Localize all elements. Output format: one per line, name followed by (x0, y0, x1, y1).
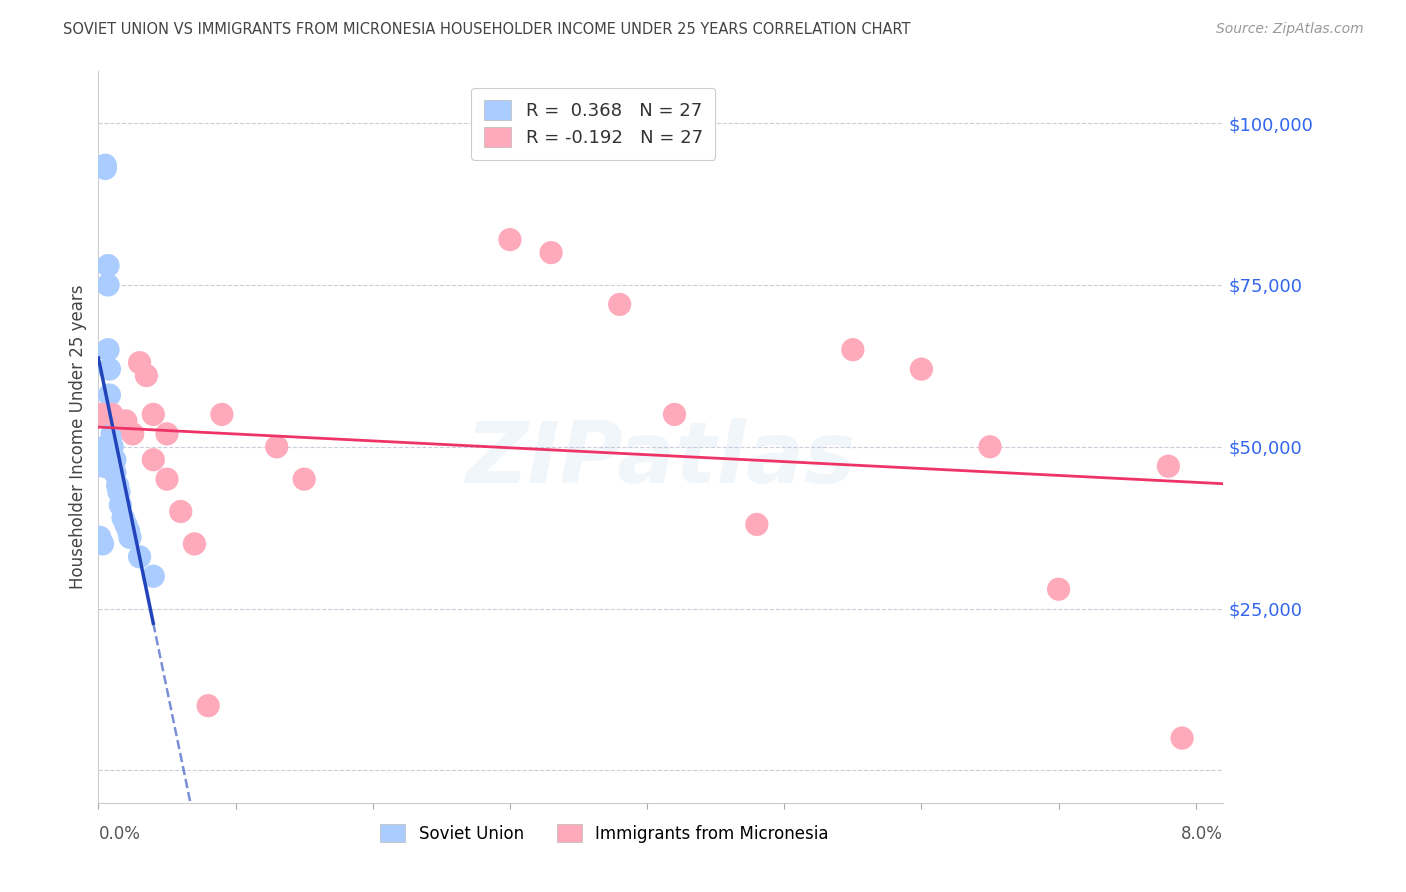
Point (97, 277, 120, 292)
Point (101, 414, 124, 428)
Point (979, 440, 1001, 454)
Point (211, 408, 233, 422)
Point (98, 388, 121, 402)
Text: SOVIET UNION VS IMMIGRANTS FROM MICRONESIA HOUSEHOLDER INCOME UNDER 25 YEARS COR: SOVIET UNION VS IMMIGRANTS FROM MICRONES… (63, 22, 911, 37)
Point (1157, 459, 1180, 474)
Text: Source: ZipAtlas.com: Source: ZipAtlas.com (1216, 22, 1364, 37)
Point (266, 440, 288, 454)
Point (183, 537, 205, 551)
Point (91, 537, 114, 551)
Point (118, 530, 141, 544)
Point (94, 158, 117, 172)
Point (108, 485, 131, 500)
Point (1047, 582, 1070, 597)
Point (499, 233, 522, 247)
Point (101, 440, 124, 454)
Point (107, 478, 129, 492)
Point (94, 440, 117, 454)
Point (292, 472, 315, 486)
Point (100, 408, 122, 422)
Point (112, 511, 135, 525)
Point (142, 408, 165, 422)
Point (90, 408, 112, 422)
Point (745, 517, 768, 532)
Point (104, 466, 127, 480)
Point (115, 517, 138, 532)
Point (540, 245, 562, 260)
Point (1171, 731, 1194, 745)
Point (98, 362, 121, 376)
Point (97, 343, 120, 357)
Point (609, 297, 631, 311)
Point (910, 362, 932, 376)
Text: 8.0%: 8.0% (1181, 825, 1223, 844)
Y-axis label: Householder Income Under 25 years: Householder Income Under 25 years (69, 285, 87, 590)
Point (170, 504, 193, 518)
Point (93, 446, 115, 460)
Point (93, 459, 115, 474)
Point (664, 408, 686, 422)
Point (156, 472, 179, 486)
Point (94, 161, 117, 176)
Point (842, 343, 865, 357)
Point (101, 408, 124, 422)
Text: 0.0%: 0.0% (98, 825, 141, 844)
Text: ZIPatlas: ZIPatlas (465, 417, 856, 500)
Point (101, 426, 124, 441)
Point (156, 426, 179, 441)
Point (121, 426, 143, 441)
Legend: Soviet Union, Immigrants from Micronesia: Soviet Union, Immigrants from Micronesia (370, 814, 839, 853)
Point (142, 569, 165, 583)
Point (115, 414, 138, 428)
Point (104, 452, 127, 467)
Point (89, 530, 111, 544)
Point (128, 356, 150, 370)
Point (197, 698, 219, 713)
Point (97, 259, 120, 273)
Point (142, 452, 165, 467)
Point (117, 524, 139, 538)
Point (135, 368, 157, 383)
Point (128, 549, 150, 564)
Point (110, 498, 132, 512)
